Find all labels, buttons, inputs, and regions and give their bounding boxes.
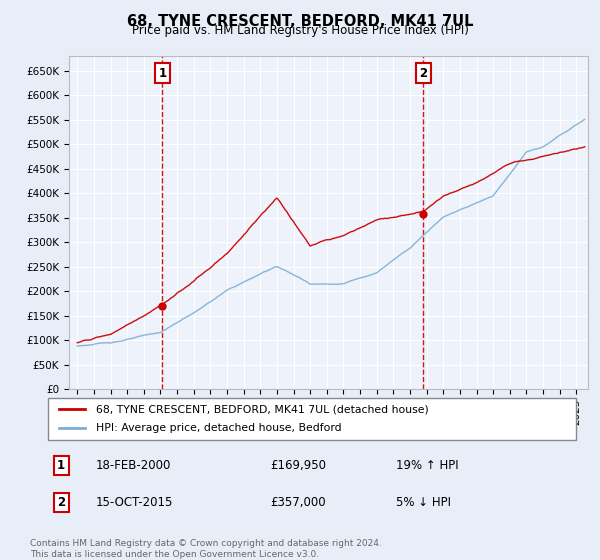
Text: £357,000: £357,000 <box>270 496 325 509</box>
Text: Contains HM Land Registry data © Crown copyright and database right 2024.
This d: Contains HM Land Registry data © Crown c… <box>30 539 382 559</box>
Text: 1: 1 <box>158 67 167 80</box>
Text: HPI: Average price, detached house, Bedford: HPI: Average price, detached house, Bedf… <box>95 423 341 433</box>
Text: 68, TYNE CRESCENT, BEDFORD, MK41 7UL: 68, TYNE CRESCENT, BEDFORD, MK41 7UL <box>127 14 473 29</box>
Text: Price paid vs. HM Land Registry's House Price Index (HPI): Price paid vs. HM Land Registry's House … <box>131 24 469 37</box>
Text: 1: 1 <box>57 459 65 472</box>
Text: 19% ↑ HPI: 19% ↑ HPI <box>397 459 459 472</box>
Text: 15-OCT-2015: 15-OCT-2015 <box>95 496 173 509</box>
Text: 2: 2 <box>419 67 427 80</box>
Text: 18-FEB-2000: 18-FEB-2000 <box>95 459 171 472</box>
Text: 2: 2 <box>57 496 65 509</box>
Text: 68, TYNE CRESCENT, BEDFORD, MK41 7UL (detached house): 68, TYNE CRESCENT, BEDFORD, MK41 7UL (de… <box>95 404 428 414</box>
FancyBboxPatch shape <box>48 398 576 440</box>
Text: £169,950: £169,950 <box>270 459 326 472</box>
Text: 5% ↓ HPI: 5% ↓ HPI <box>397 496 451 509</box>
